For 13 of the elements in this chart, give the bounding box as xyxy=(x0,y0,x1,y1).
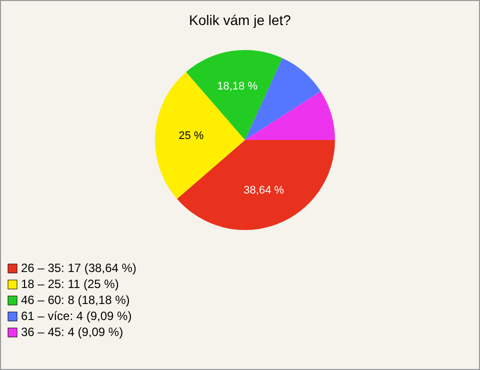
legend-label: 18 – 25: 11 (25 %) xyxy=(21,277,119,291)
chart-title: Kolik vám je let? xyxy=(189,12,292,28)
legend-label: 26 – 35: 17 (38,64 %) xyxy=(21,261,136,275)
pie-slice xyxy=(245,91,335,140)
legend-label: 61 – více: 4 (9,09 %) xyxy=(21,309,132,323)
pie-slice xyxy=(155,72,245,199)
data-label: 38,64 % xyxy=(244,184,284,197)
pie-slice xyxy=(176,140,335,230)
legend-label: 46 – 60: 8 (18,18 %) xyxy=(21,293,130,307)
data-label: 18,18 % xyxy=(217,80,258,92)
legend-label: 36 – 45: 4 (9,09 %) xyxy=(21,325,124,339)
data-label: 25 % xyxy=(178,130,204,142)
pie-slice xyxy=(245,58,321,140)
